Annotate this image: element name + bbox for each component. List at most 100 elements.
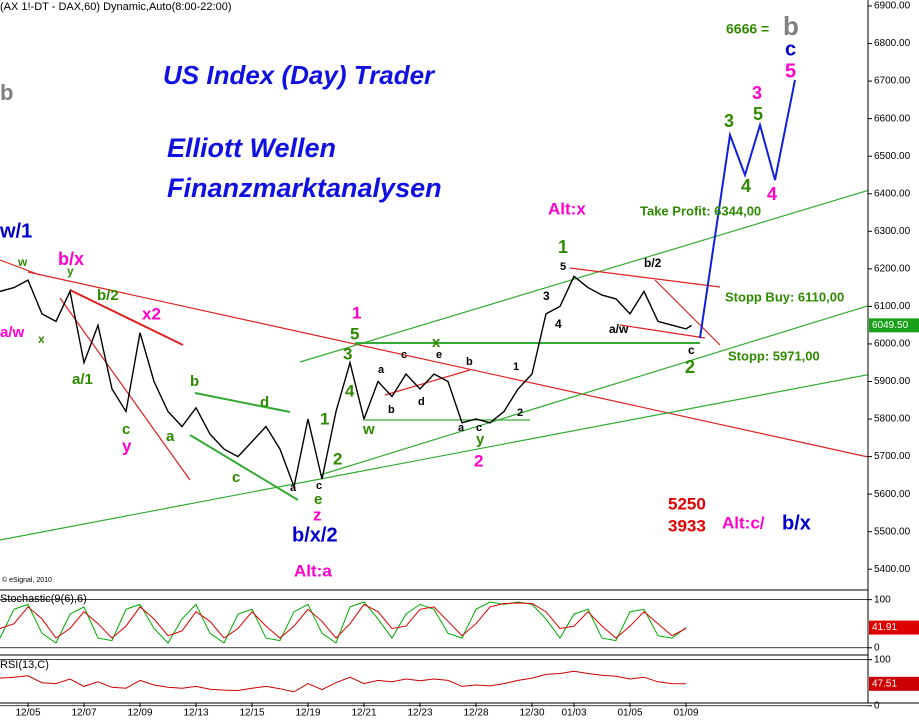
wave-label: c bbox=[122, 421, 130, 438]
last-price-label: 6049.50 bbox=[872, 320, 909, 331]
wave-label: w bbox=[362, 421, 375, 438]
wave-label: 1 bbox=[513, 361, 519, 373]
y-tick-label: 0 bbox=[874, 700, 880, 711]
y-tick-label: 6600.00 bbox=[874, 113, 911, 124]
trendline bbox=[319, 289, 919, 476]
y-tick-label: 100 bbox=[874, 654, 891, 665]
last-value-label: 47.51 bbox=[872, 678, 897, 689]
wave-label: c bbox=[232, 469, 240, 486]
wave-label: 6666 = bbox=[726, 21, 769, 37]
trendline bbox=[0, 364, 919, 541]
wave-label: Take Profit: 6344,00 bbox=[640, 203, 761, 218]
wave-label: b/x bbox=[58, 249, 84, 269]
x-tick-label: 12/15 bbox=[239, 708, 264, 719]
y-tick-label: 5700.00 bbox=[874, 451, 911, 462]
wave-label: y bbox=[476, 431, 485, 448]
banner-title: US Index (Day) Trader bbox=[163, 60, 436, 90]
wave-label: 5 bbox=[560, 261, 566, 273]
y-tick-label: 100 bbox=[874, 594, 891, 605]
y-tick-label: 0 bbox=[874, 642, 880, 653]
y-tick-label: 6500.00 bbox=[874, 151, 911, 162]
x-tick-label: 12/23 bbox=[407, 708, 432, 719]
trendline bbox=[69, 289, 184, 346]
wave-label: d bbox=[260, 394, 269, 411]
price-line bbox=[0, 670, 687, 693]
banner-line: Finanzmarktanalysen bbox=[167, 173, 442, 203]
trendline bbox=[619, 324, 706, 339]
x-tick-label: 12/28 bbox=[463, 708, 488, 719]
y-tick-label: 6400.00 bbox=[874, 188, 911, 199]
indicator-title: RSI(13,C) bbox=[0, 659, 49, 671]
wave-label: 3933 bbox=[668, 516, 706, 535]
wave-label: 4 bbox=[555, 317, 562, 331]
x-tick-label: 12/19 bbox=[295, 708, 320, 719]
y-tick-label: 6100.00 bbox=[874, 301, 911, 312]
wave-label: 5250 bbox=[668, 494, 706, 513]
wave-label: 5 bbox=[350, 324, 359, 343]
price-line bbox=[0, 601, 687, 644]
wave-label: 3 bbox=[752, 83, 762, 103]
x-tick-label: 12/05 bbox=[15, 708, 40, 719]
price-line bbox=[0, 275, 692, 490]
wave-label: 3 bbox=[343, 344, 352, 363]
wave-label: a/w bbox=[0, 324, 25, 341]
wave-label: a/w bbox=[609, 322, 629, 336]
wave-label: b bbox=[388, 404, 395, 416]
last-value-label: 41.91 bbox=[872, 622, 897, 633]
x-tick-label: 01/03 bbox=[561, 708, 586, 719]
trendline bbox=[569, 267, 721, 288]
wave-label: Alt:x bbox=[548, 199, 586, 218]
wave-label: w/1 bbox=[0, 220, 32, 242]
trendline bbox=[189, 434, 299, 501]
wave-label: d bbox=[418, 396, 425, 408]
wave-label: 2 bbox=[685, 357, 695, 377]
y-tick-label: 6300.00 bbox=[874, 226, 911, 237]
wave-label: x bbox=[432, 334, 441, 351]
wave-label: 4 bbox=[767, 184, 777, 204]
x-tick-label: 12/07 bbox=[71, 708, 96, 719]
wave-label: c bbox=[476, 422, 482, 434]
y-tick-label: 5400.00 bbox=[874, 564, 911, 575]
axis-background bbox=[868, 0, 919, 720]
wave-label: b bbox=[466, 356, 473, 368]
y-tick-label: 5500.00 bbox=[874, 526, 911, 537]
wave-label: 5 bbox=[753, 104, 763, 124]
wave-label: 1 bbox=[558, 237, 568, 257]
price-line bbox=[0, 602, 687, 639]
wave-label: 4 bbox=[741, 176, 751, 196]
last-value-box bbox=[869, 620, 919, 635]
wave-label: b/x/2 bbox=[292, 524, 338, 546]
wave-label: Alt:c/ bbox=[722, 513, 765, 532]
chart-header: (AX 1!-DT - DAX,60) Dynamic,Auto(8:00-22… bbox=[0, 1, 232, 13]
wave-label: Alt:a bbox=[294, 561, 332, 580]
last-value-box bbox=[869, 676, 919, 691]
wave-label: b/2 bbox=[97, 287, 119, 304]
indicator-title: Stochastic(9(6),6) bbox=[0, 593, 87, 605]
wave-label: w bbox=[17, 255, 28, 269]
y-tick-label: 5900.00 bbox=[874, 376, 911, 387]
trendline bbox=[59, 297, 191, 481]
wave-label: e bbox=[314, 491, 322, 508]
y-tick-label: 6900.00 bbox=[874, 1, 911, 12]
wave-label: y bbox=[122, 436, 132, 455]
x-tick-label: 12/30 bbox=[519, 708, 544, 719]
trendline bbox=[27, 271, 869, 458]
x-tick-label: 01/05 bbox=[617, 708, 642, 719]
wave-label: 1 bbox=[352, 303, 361, 322]
wave-label: Stopp: 5971,00 bbox=[728, 348, 820, 363]
projection-path bbox=[699, 79, 796, 339]
trendline bbox=[384, 369, 471, 396]
wave-label: x bbox=[38, 332, 45, 346]
wave-label: c bbox=[401, 349, 407, 361]
trendlines bbox=[0, 79, 919, 541]
wave-label: 3 bbox=[724, 111, 734, 131]
wave-label: b bbox=[0, 80, 13, 105]
y-tick-label: 6700.00 bbox=[874, 76, 911, 87]
wave-label: 2 bbox=[333, 449, 342, 468]
wave-label: 3 bbox=[543, 289, 550, 303]
last-price-box bbox=[869, 318, 919, 333]
wave-label: b/2 bbox=[644, 256, 662, 270]
wave-label: 5 bbox=[785, 60, 796, 82]
wave-label: y bbox=[67, 264, 74, 278]
